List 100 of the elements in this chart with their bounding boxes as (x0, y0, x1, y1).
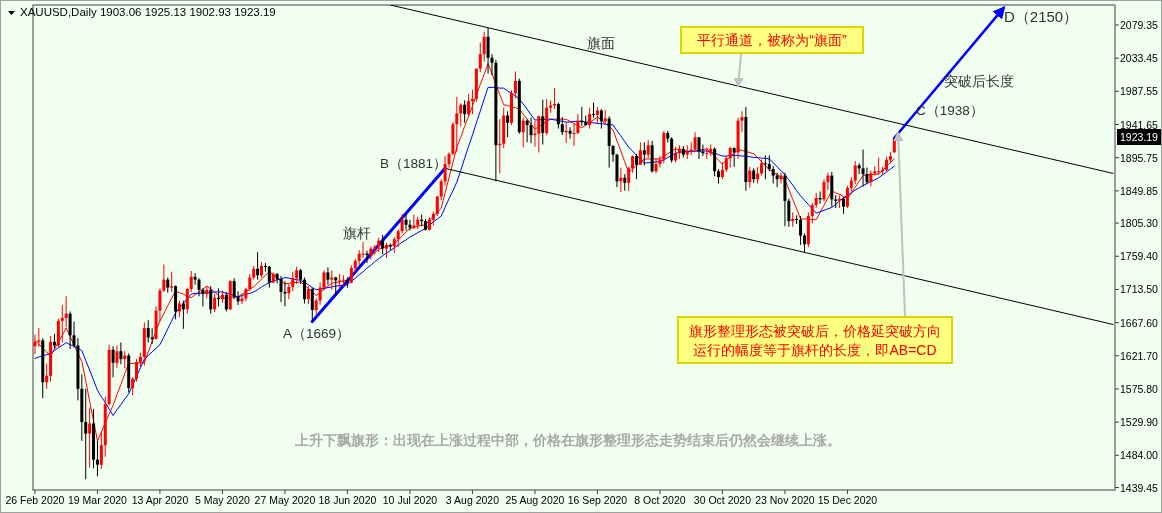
candlestick (802, 232, 806, 253)
annotation: A（1669） (283, 326, 351, 341)
candlestick (529, 117, 533, 144)
candlestick (697, 136, 701, 160)
candlestick (599, 108, 603, 130)
candlestick (693, 131, 697, 153)
chart-title: XAUUSD,Daily 1903.06 1925.13 1902.93 1923.19 (20, 6, 276, 18)
y-tick-label: 1621.70 (1120, 349, 1159, 362)
candlestick (728, 146, 732, 169)
candlestick (748, 166, 752, 189)
candlestick (830, 171, 834, 208)
candlestick (330, 269, 334, 291)
y-tick-label: 1805.30 (1120, 217, 1159, 230)
text: 1923.19 (1120, 131, 1159, 143)
x-tick-label: 19 Mar 2020 (67, 494, 128, 506)
x-tick-label: 3 Aug 2020 (445, 494, 500, 506)
y-tick-label: 1895.75 (1120, 151, 1159, 164)
candlestick (224, 291, 228, 312)
candlestick (588, 107, 592, 130)
annotation: 旗面 (587, 36, 615, 51)
candlestick (556, 102, 560, 130)
candlestick (338, 273, 342, 290)
x-tick-label: 25 Aug 2020 (505, 494, 565, 506)
candlestick (560, 116, 564, 136)
candlestick (310, 287, 314, 322)
candlestick (635, 153, 638, 180)
y-tick-label: 1575.80 (1120, 382, 1159, 395)
y-tick-label: 1713.50 (1120, 283, 1159, 296)
x-tick-label: 8 Oct 2020 (634, 494, 686, 506)
candlestick (810, 202, 814, 224)
candlestick (111, 345, 115, 378)
annotation: 旗形整理形态被突破后，价格延突破方向运行的幅度等于旗杆的长度，即AB=CD (689, 322, 941, 358)
candlestick (131, 376, 135, 396)
y-tick-label: 2079.35 (1120, 18, 1159, 31)
candlestick (45, 363, 49, 390)
candlestick (525, 118, 529, 143)
candlestick (482, 31, 486, 62)
candlestick (654, 157, 658, 174)
x-tick-label: 13 Apr 2020 (131, 494, 189, 506)
candlestick (240, 293, 244, 305)
candlestick (267, 265, 271, 289)
x-tick-label: 23 Nov 2020 (755, 494, 815, 506)
candlestick (213, 293, 217, 313)
candlestick (467, 93, 471, 117)
candlestick (861, 149, 865, 187)
candlestick (326, 266, 330, 286)
candlestick (369, 245, 373, 260)
candlestick (302, 277, 306, 305)
annotation: 平行通道，被称为“旗面” (697, 32, 847, 48)
candlestick (463, 99, 467, 124)
candlestick (732, 146, 736, 168)
annotation: B（1881） (380, 156, 448, 171)
candlestick (135, 358, 139, 383)
candlestick (185, 287, 189, 315)
candlestick (541, 99, 545, 145)
y-tick-label: 1529.90 (1120, 416, 1159, 429)
x-tick-label: 18 Jun 2020 (318, 494, 377, 506)
candlestick (642, 141, 646, 166)
candlestick (146, 319, 150, 344)
candlestick (404, 213, 408, 232)
candlestick (705, 146, 709, 160)
x-tick-label: 30 Oct 2020 (693, 494, 752, 506)
candlestick (170, 271, 174, 293)
candlestick (521, 117, 525, 148)
x-tick-label: 16 Sep 2020 (567, 494, 628, 506)
candlestick (60, 304, 64, 344)
x-tick-label: 26 Feb 2020 (5, 494, 65, 506)
candlestick (670, 136, 674, 164)
candlestick (478, 42, 482, 73)
candlestick (646, 139, 650, 159)
candlestick (486, 27, 490, 75)
candlestick (84, 388, 88, 480)
annotation: 旗杆 (343, 226, 371, 242)
candlestick (627, 166, 631, 192)
candlestick (115, 344, 119, 369)
candlestick (279, 275, 283, 303)
y-tick-label: 1667.60 (1120, 316, 1159, 329)
x-tick-label: 27 May 2020 (254, 494, 316, 506)
y-tick-label: 2033.45 (1120, 52, 1159, 65)
y-tick-label: 1759.40 (1120, 250, 1159, 263)
candlestick (713, 146, 717, 177)
candlestick (455, 96, 459, 153)
candlestick (381, 234, 385, 255)
y-tick-label: 1484.00 (1120, 449, 1159, 462)
candlestick (361, 241, 365, 259)
candlestick (68, 310, 72, 350)
annotation: 上升下飘旗形：出现在上涨过程中部，价格在旗形整理形态走势结束后仍然会继续上涨。 (294, 432, 841, 448)
candlestick (119, 342, 123, 365)
candlestick (638, 141, 642, 166)
candlestick (845, 185, 849, 209)
candlestick (537, 115, 541, 153)
y-tick-label: 1439.45 (1120, 481, 1159, 494)
candlestick (64, 295, 68, 328)
candlestick (592, 102, 596, 119)
candlestick (799, 215, 803, 246)
candlestick (459, 102, 463, 127)
candlestick (435, 195, 439, 217)
candlestick (95, 440, 99, 477)
y-tick-label: 1849.85 (1120, 184, 1159, 197)
candlestick (189, 270, 193, 293)
